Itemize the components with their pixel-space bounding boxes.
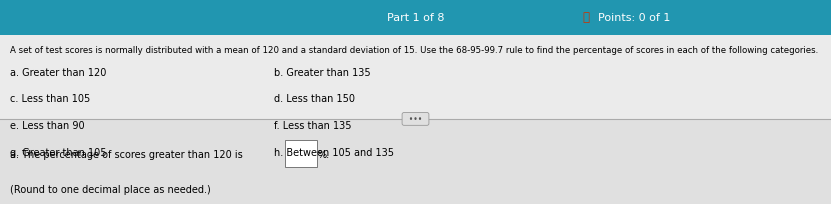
FancyBboxPatch shape — [0, 119, 831, 204]
FancyBboxPatch shape — [0, 36, 831, 204]
Text: b. Greater than 135: b. Greater than 135 — [274, 68, 371, 77]
Text: h. Between 105 and 135: h. Between 105 and 135 — [274, 147, 394, 157]
Text: ⓧ: ⓧ — [583, 11, 589, 24]
Text: A set of test scores is normally distributed with a mean of 120 and a standard d: A set of test scores is normally distrib… — [10, 45, 819, 54]
Text: e. Less than 90: e. Less than 90 — [10, 121, 85, 130]
FancyBboxPatch shape — [0, 0, 831, 36]
Text: a. The percentage of scores greater than 120 is: a. The percentage of scores greater than… — [10, 149, 243, 159]
Text: (Round to one decimal place as needed.): (Round to one decimal place as needed.) — [10, 184, 211, 194]
Text: c. Less than 105: c. Less than 105 — [10, 94, 91, 104]
Text: f. Less than 135: f. Less than 135 — [274, 121, 352, 130]
Text: Points: 0 of 1: Points: 0 of 1 — [598, 13, 671, 23]
Text: a. Greater than 120: a. Greater than 120 — [10, 68, 106, 77]
Text: d. Less than 150: d. Less than 150 — [274, 94, 355, 104]
FancyBboxPatch shape — [285, 141, 317, 167]
Text: %.: %. — [317, 149, 330, 159]
Text: •••: ••• — [404, 115, 427, 124]
Text: Part 1 of 8: Part 1 of 8 — [386, 13, 445, 23]
Text: g. Greater than 105: g. Greater than 105 — [10, 147, 106, 157]
